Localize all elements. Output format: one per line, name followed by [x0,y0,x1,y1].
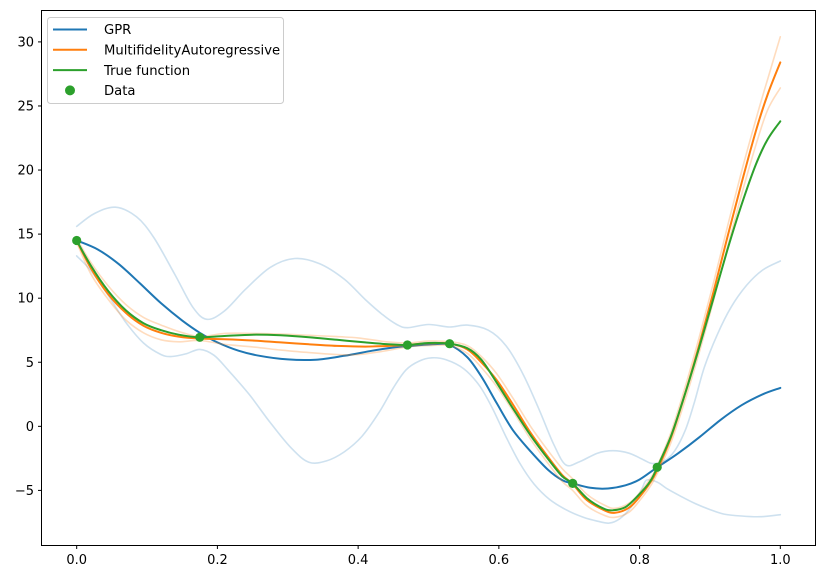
legend-label-data: Data [104,84,136,99]
y-tick-label: 25 [17,99,34,114]
data-dot-swatch [65,85,75,96]
x-tick-label: 0.6 [489,553,510,568]
x-tick-label: 0.4 [348,553,369,568]
axes-spines [41,10,816,546]
data-point [402,340,412,350]
y-tick-label: 0 [26,420,34,435]
y-tick-label: 15 [17,228,34,243]
legend-item-data: Data [65,84,136,99]
x-tick-label: 0.8 [629,553,650,568]
plot-area: 0.0 0.2 0.4 0.6 0.8 1.0 −5 0 5 10 15 20 25 30 [15,10,816,568]
legend-label-gpr: GPR [104,23,131,38]
series-mf-ci-upper [75,36,782,510]
legend-box [47,17,284,104]
series-gpr-ci-lower [75,255,782,524]
data-point [72,235,82,246]
y-tick-label: 5 [26,356,34,371]
legend-label-true-function: True function [103,64,190,79]
legend-item-multifidelity: MultifidelityAutoregressive [53,44,280,59]
data-point [652,462,662,472]
y-tick-label: 10 [17,292,34,307]
data-point [568,478,578,488]
y-tick-label: −5 [15,484,34,499]
series-mf-ci-lower [75,87,782,519]
x-tick-label: 0.2 [207,553,228,568]
x-tick-label: 0.0 [66,553,87,568]
data-point [445,339,455,349]
legend-item-gpr: GPR [53,23,131,38]
legend: GPR MultifidelityAutoregressive True fun… [47,17,284,104]
series-gpr-ci-upper [75,206,782,467]
x-tick-label: 1.0 [770,553,791,568]
legend-item-true-function: True function [53,64,190,79]
data-point [195,332,205,342]
y-tick-label: 30 [17,35,34,50]
y-tick-label: 20 [17,164,34,179]
legend-label-multifidelity: MultifidelityAutoregressive [104,44,280,59]
